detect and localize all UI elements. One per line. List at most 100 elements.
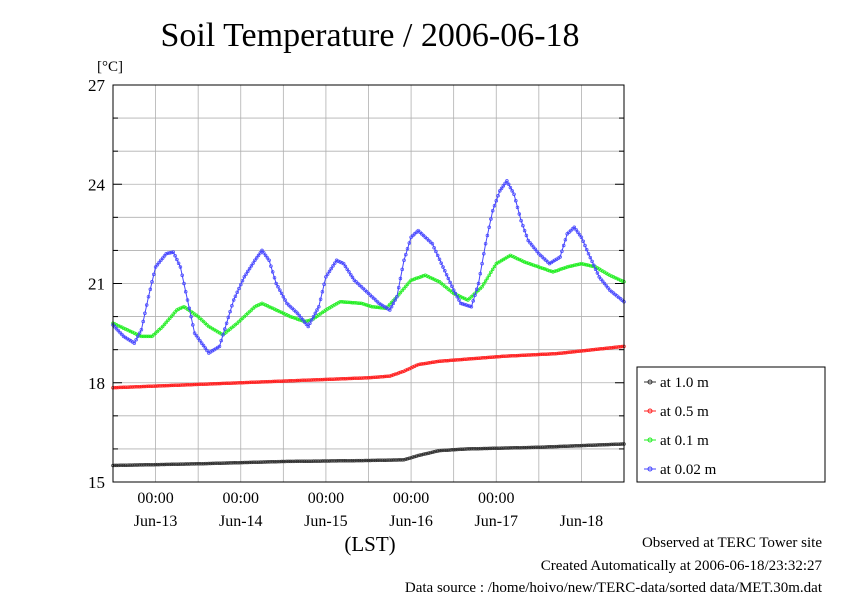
series-0-point-14 — [136, 463, 140, 467]
series-0-point-128 — [338, 459, 342, 463]
series-1-point-242 — [540, 352, 545, 357]
series-1-point-176 — [423, 361, 428, 366]
series-0-point-185 — [439, 448, 443, 453]
series-2-point-237 — [531, 263, 536, 267]
series-0-point-109 — [304, 459, 309, 463]
series-3-point-261 — [574, 227, 578, 232]
series-0-point-16 — [139, 463, 144, 467]
series-0-point-248 — [551, 444, 555, 449]
series-2-point-260 — [572, 263, 577, 268]
series-0-point-180 — [430, 450, 435, 454]
series-2-point-214 — [490, 267, 495, 272]
series-0-point-246 — [547, 445, 552, 449]
series-0-point-145 — [368, 458, 373, 463]
series-2-point-139 — [357, 301, 362, 305]
series-0-point-20 — [146, 463, 151, 467]
series-2-point-172 — [416, 275, 420, 280]
series-2-point-211 — [485, 276, 490, 280]
series-1-point-278 — [604, 346, 609, 351]
series-0-point-195 — [457, 447, 461, 452]
series-3-point-194 — [455, 294, 459, 299]
series-3-point-270 — [590, 259, 594, 264]
series-1-point-241 — [538, 352, 543, 357]
series-0-point-150 — [377, 458, 381, 463]
series-0-point-76 — [246, 460, 250, 465]
series-0-point-169 — [411, 455, 415, 459]
series-2-point-254 — [561, 266, 566, 270]
series-2-point-6 — [121, 326, 126, 330]
series-1-point-282 — [611, 345, 616, 350]
series-1-point-180 — [430, 360, 435, 365]
series-2-point-183 — [435, 279, 440, 283]
series-2-point-134 — [349, 300, 353, 305]
series-1-point-187 — [443, 359, 447, 363]
series-3-point-42 — [185, 298, 190, 302]
series-1-point-217 — [496, 354, 500, 359]
series-3-point-28 — [160, 256, 165, 260]
series-3-point-84 — [260, 248, 264, 253]
series-2-point-105 — [297, 317, 302, 322]
series-0-point-62 — [221, 461, 225, 465]
series-3-point-66 — [228, 309, 232, 314]
series-2-point-240 — [537, 265, 541, 269]
series-0-point-283 — [613, 442, 617, 447]
series-1-point-252 — [558, 351, 562, 356]
series-2-point-149 — [375, 305, 380, 310]
series-3-point-2 — [114, 326, 119, 331]
series-2-point-93 — [276, 309, 280, 313]
series-1-point-56 — [210, 382, 215, 386]
series-1-point-271 — [592, 347, 596, 352]
series-1-point-32 — [168, 383, 172, 388]
series-1-point-26 — [157, 384, 161, 388]
series-3-point-234 — [526, 238, 530, 243]
series-1-point-203 — [471, 356, 475, 361]
series-0-point-154 — [384, 458, 388, 462]
series-1-point-4 — [118, 385, 122, 390]
series-3-point-198 — [462, 302, 467, 307]
series-1-point-34 — [171, 383, 176, 388]
series-0-point-230 — [519, 445, 523, 450]
series-0-point-38 — [178, 462, 183, 466]
series-0-point-101 — [290, 459, 294, 464]
series-3-point-112 — [309, 318, 314, 322]
series-1-point-181 — [432, 360, 436, 364]
series-0-point-98 — [285, 459, 289, 464]
series-0-point-178 — [427, 451, 431, 455]
series-0-point-55 — [208, 461, 213, 466]
series-3-point-219 — [499, 186, 504, 191]
series-0-point-91 — [272, 459, 277, 464]
series-1-point-276 — [600, 346, 605, 351]
series-3-point-118 — [320, 290, 325, 294]
series-0-point-140 — [359, 458, 364, 463]
series-2-point-227 — [514, 256, 518, 260]
series-3-point-4 — [118, 330, 122, 335]
series-1-point-76 — [246, 380, 250, 385]
series-1-point-96 — [281, 379, 286, 383]
series-0-point-259 — [570, 444, 575, 448]
series-2-point-261 — [574, 263, 578, 267]
series-2-point-169 — [411, 277, 415, 282]
series-0-point-279 — [606, 442, 610, 447]
series-3-point-180 — [430, 242, 435, 246]
series-0-point-50 — [199, 461, 204, 466]
series-3-point-220 — [501, 184, 506, 188]
series-1-point-148 — [373, 375, 378, 379]
series-2-point-136 — [352, 301, 357, 305]
series-0-point-114 — [313, 459, 318, 463]
series-3-point-60 — [217, 344, 222, 349]
series-2-point-283 — [613, 275, 617, 280]
series-1-point-65 — [226, 381, 231, 385]
series-3-point-79 — [251, 261, 255, 265]
x-day-label-4: Jun-17 — [474, 513, 518, 530]
series-1-point-207 — [478, 356, 483, 360]
series-1-point-31 — [166, 383, 170, 388]
series-1-point-174 — [419, 362, 424, 366]
series-2-point-226 — [512, 255, 516, 259]
series-2-point-21 — [148, 334, 153, 339]
series-0-point-268 — [586, 443, 591, 448]
series-1-point-169 — [411, 365, 415, 369]
series-0-point-219 — [499, 446, 504, 450]
series-0-point-273 — [595, 443, 600, 447]
series-2-point-247 — [549, 269, 554, 274]
series-1-point-208 — [480, 356, 484, 360]
